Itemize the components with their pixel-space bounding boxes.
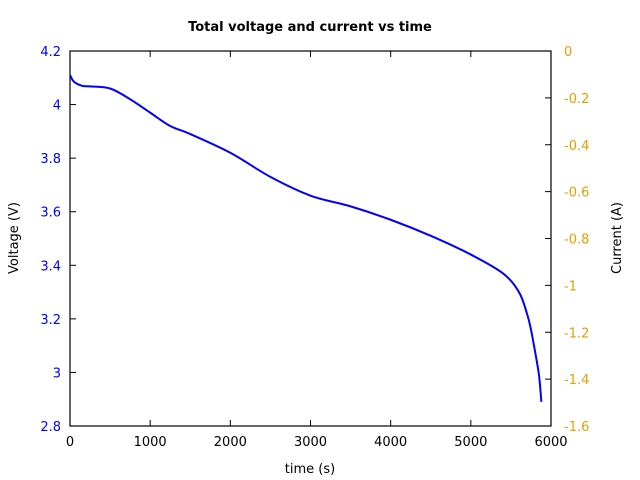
y-tick-label-left: 3 [53,366,61,381]
y-tick-label-right: -1 [564,279,577,294]
y-tick-label-right: -1.4 [564,373,589,388]
voltage-series-line [69,74,543,402]
x-tick-label: 6000 [534,435,567,450]
y-axis-right-tick-labels: -1.6 -1.4 -1.2 -1 -0.8 -0.6 -0.4 -0.2 0 [564,45,589,435]
y-tick-label-right: 0 [564,45,572,60]
y-tick-label-left: 3.2 [40,313,61,328]
axis-ticks [70,51,551,426]
x-tick-label: 0 [66,435,74,450]
plot-area [69,50,552,427]
y-tick-label-left: 3.6 [40,206,61,221]
y-tick-label-right: -0.4 [564,139,589,154]
y-axis-left-tick-labels: 2.8 3 3.2 3.4 3.6 3.8 4 4.2 [40,45,61,435]
x-tick-label: 4000 [374,435,407,450]
x-axis-tick-labels: 0 1000 2000 3000 4000 5000 6000 [66,435,568,450]
y-tick-label-left: 3.8 [40,152,61,167]
x-tick-label: 2000 [214,435,247,450]
y-tick-label-right: -0.2 [564,92,589,107]
y-tick-label-right: -0.8 [564,233,589,248]
y-tick-label-left: 4 [53,99,61,114]
y-axis-right-label: Current (A) [610,202,625,274]
y-tick-label-right: -1.2 [564,326,589,341]
x-tick-label: 3000 [294,435,327,450]
x-axis-label: time (s) [285,462,335,477]
y-tick-label-left: 4.2 [40,45,61,60]
y-tick-label-left: 3.4 [40,259,61,274]
y-axis-left-label: Voltage (V) [7,202,22,274]
y-tick-label-right: -1.6 [564,420,589,435]
x-tick-label: 1000 [134,435,167,450]
y-tick-label-right: -0.6 [564,186,589,201]
y-tick-label-left: 2.8 [40,420,61,435]
chart-title: Total voltage and current vs time [188,20,432,35]
x-tick-label: 5000 [454,435,487,450]
